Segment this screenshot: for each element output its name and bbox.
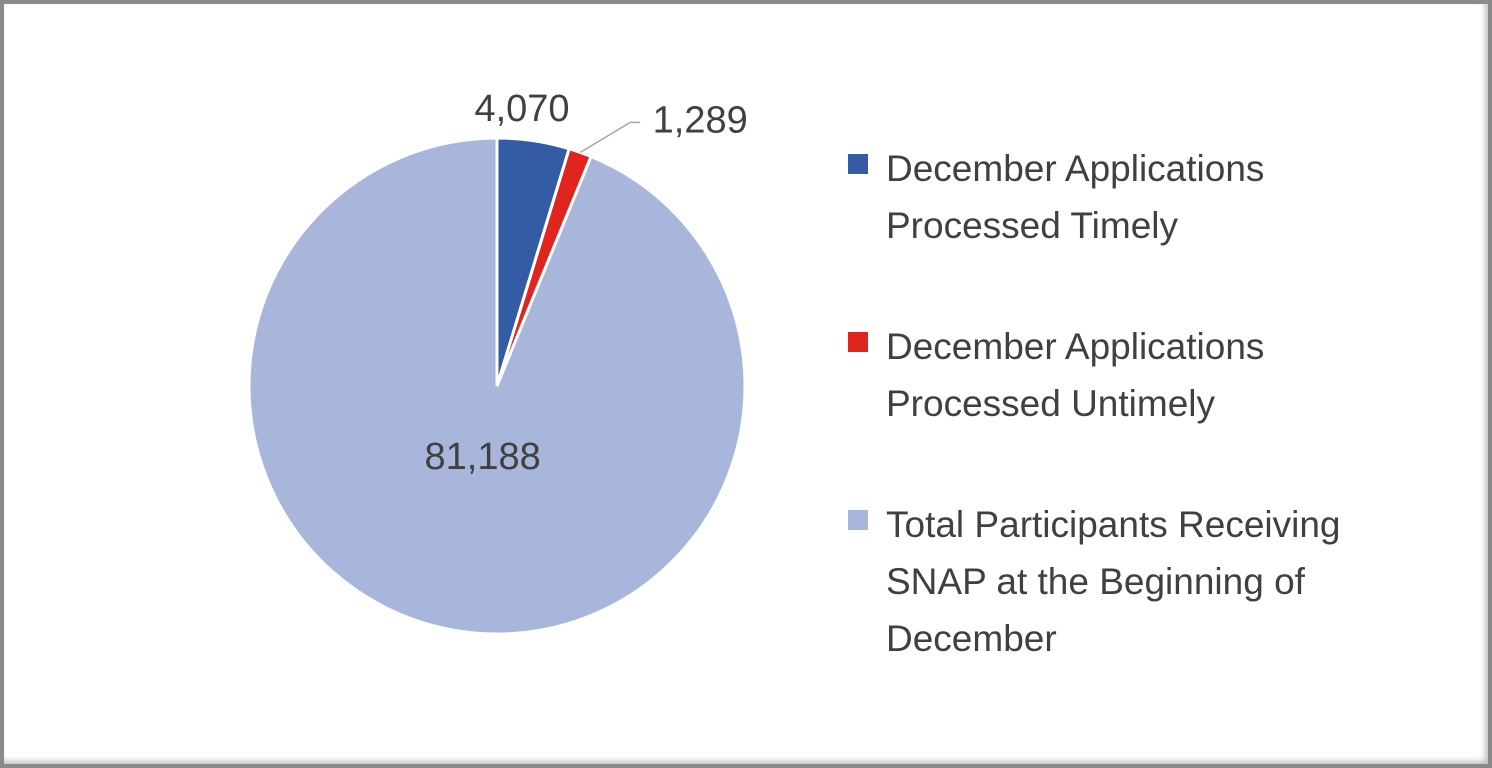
- leader-line: [579, 121, 641, 154]
- legend-item: December Applications Processed Untimely: [848, 318, 1438, 432]
- legend-label: Total Participants Receiving SNAP at the…: [886, 504, 1341, 659]
- legend: December Applications Processed Timely De…: [848, 140, 1438, 731]
- legend-swatch: [848, 510, 868, 530]
- legend-swatch: [848, 154, 868, 174]
- data-label: 81,188: [425, 436, 541, 478]
- legend-label: December Applications Processed Timely: [886, 148, 1265, 246]
- legend-label: December Applications Processed Untimely: [886, 326, 1265, 424]
- data-label: 4,070: [474, 88, 569, 130]
- legend-swatch: [848, 332, 868, 352]
- legend-item: December Applications Processed Timely: [848, 140, 1438, 254]
- pie-slice: [247, 136, 747, 636]
- data-label: 1,289: [653, 99, 748, 141]
- legend-item: Total Participants Receiving SNAP at the…: [848, 496, 1438, 667]
